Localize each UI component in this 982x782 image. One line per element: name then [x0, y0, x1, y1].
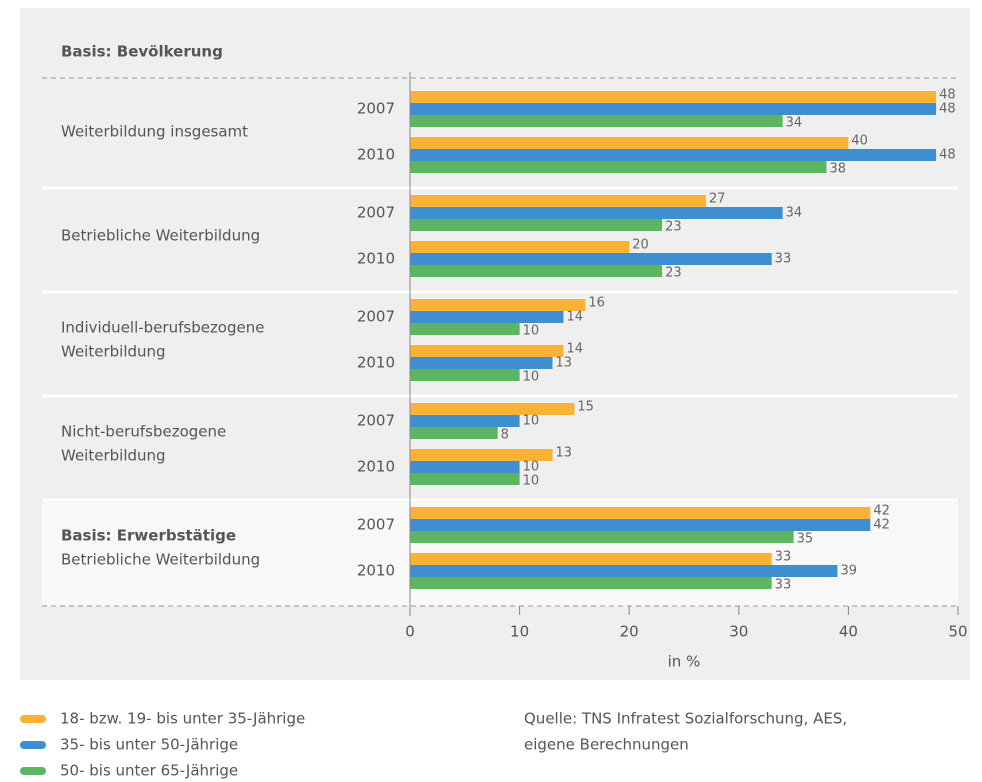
bar: [410, 195, 706, 207]
category-label: 2007: [357, 412, 395, 430]
category-label: 2007: [357, 204, 395, 222]
value-label: 42: [873, 518, 890, 533]
bar: [410, 553, 772, 565]
x-tick-label: 30: [729, 623, 748, 641]
value-label: 48: [939, 102, 956, 117]
bar: [410, 461, 520, 473]
bar: [410, 415, 520, 427]
value-label: 10: [523, 460, 540, 475]
value-label: 13: [555, 446, 572, 461]
value-label: 39: [840, 564, 857, 579]
bar: [410, 161, 827, 173]
bar: [410, 299, 586, 311]
bar: [410, 565, 838, 577]
bar: [410, 91, 937, 103]
value-label: 20: [632, 238, 649, 253]
group-label: Weiterbildung: [61, 447, 166, 465]
bar: [410, 449, 553, 461]
category-label: 2010: [357, 250, 395, 268]
source: eigene Berechnungen: [524, 736, 689, 754]
value-label: 16: [588, 296, 605, 311]
category-label: 2010: [357, 354, 395, 372]
bar: [410, 357, 553, 369]
legend-swatch: [20, 767, 46, 775]
value-label: 40: [851, 134, 868, 149]
value-label: 10: [523, 370, 540, 385]
group-label: Weiterbildung: [61, 343, 166, 361]
category-label: 2007: [357, 516, 395, 534]
value-label: 35: [797, 532, 814, 547]
legend-label: 18- bzw. 19- bis unter 35-Jährige: [60, 710, 305, 728]
bar: [410, 473, 520, 485]
bar: [410, 115, 783, 127]
group-label: Individuell-berufsbezogene: [61, 319, 264, 337]
group-label: Weiterbildung insgesamt: [61, 123, 248, 141]
value-label: 33: [775, 550, 792, 565]
bar: [410, 403, 575, 415]
value-label: 8: [501, 428, 509, 443]
x-tick-label: 40: [839, 623, 858, 641]
bar: [410, 311, 564, 323]
source: Quelle: TNS Infratest Sozialforschung, A…: [524, 710, 847, 728]
value-label: 13: [555, 356, 572, 371]
bar: [410, 323, 520, 335]
legend-swatch: [20, 741, 46, 749]
group-heading: Basis: Erwerbstätige: [61, 527, 236, 545]
value-label: 23: [665, 220, 682, 235]
category-label: 2010: [357, 562, 395, 580]
value-label: 10: [523, 474, 540, 489]
bar: [410, 427, 498, 439]
value-label: 14: [566, 342, 583, 357]
bar: [410, 207, 783, 219]
bar: [410, 345, 564, 357]
group-label: Betriebliche Weiterbildung: [61, 227, 260, 245]
bar: [410, 219, 663, 231]
value-label: 34: [786, 116, 803, 131]
group-label: Nicht-berufsbezogene: [61, 423, 226, 441]
legend-label: 35- bis unter 50-Jährige: [60, 736, 238, 754]
value-label: 10: [523, 414, 540, 429]
value-label: 33: [775, 578, 792, 593]
group-label: Betriebliche Weiterbildung: [61, 551, 260, 569]
bar: [410, 103, 937, 115]
value-label: 10: [523, 324, 540, 339]
legend-swatch: [20, 715, 46, 723]
x-tick-label: 20: [620, 623, 639, 641]
value-label: 15: [577, 400, 594, 415]
x-tick-label: 0: [405, 623, 415, 641]
x-tick-label: 50: [948, 623, 967, 641]
value-label: 27: [709, 192, 726, 207]
bar: [410, 137, 849, 149]
bar: [410, 577, 772, 589]
bar: [410, 253, 772, 265]
x-tick-label: 10: [510, 623, 529, 641]
basis-label: Basis: Bevölkerung: [61, 43, 223, 61]
value-label: 14: [566, 310, 583, 325]
category-label: 2010: [357, 458, 395, 476]
bar: [410, 241, 630, 253]
value-label: 48: [939, 88, 956, 103]
value-label: 23: [665, 266, 682, 281]
value-label: 48: [939, 148, 956, 163]
bar: [410, 149, 937, 161]
x-axis-label: in %: [668, 653, 701, 671]
category-label: 2007: [357, 100, 395, 118]
bar: [410, 369, 520, 381]
category-label: 2010: [357, 146, 395, 164]
legend-label: 50- bis unter 65-Jährige: [60, 762, 238, 780]
value-label: 33: [775, 252, 792, 267]
category-label: 2007: [357, 308, 395, 326]
bar: [410, 519, 871, 531]
value-label: 34: [786, 206, 803, 221]
value-label: 42: [873, 504, 890, 519]
value-label: 38: [829, 162, 846, 177]
bar: [410, 531, 794, 543]
bar: [410, 265, 663, 277]
bar: [410, 507, 871, 519]
